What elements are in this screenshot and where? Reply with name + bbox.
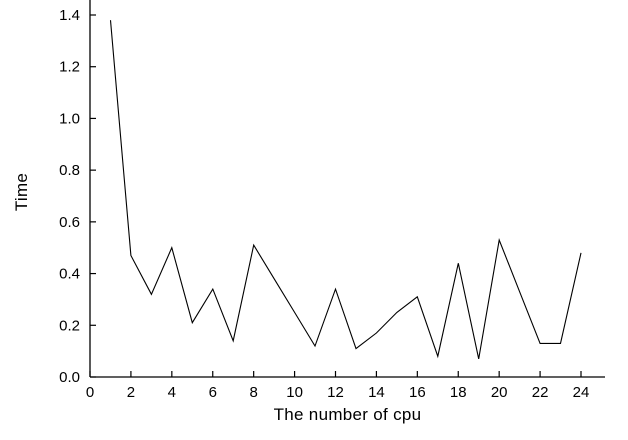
x-tick-label: 12 <box>327 384 344 401</box>
x-tick-label: 8 <box>249 384 257 401</box>
time-vs-cpu-line <box>109 20 582 360</box>
tick-labels: 0 2 4 6 8 10 12 14 16 18 20 22 240.00.20.40.60.81.01… <box>59 7 589 401</box>
x-tick-label: 16 <box>409 384 426 401</box>
y-tick-label: 0.8 <box>59 162 80 179</box>
x-tick-label: 10 <box>286 384 303 401</box>
x-tick-label: 18 <box>450 384 467 401</box>
y-tick-label: 0.0 <box>59 369 80 386</box>
x-tick-label: 0 <box>86 384 94 401</box>
y-tick-label: 0.6 <box>59 214 80 231</box>
x-tick-label: 22 <box>532 384 549 401</box>
x-tick-label: 14 <box>368 384 385 401</box>
axes <box>89 0 605 378</box>
x-tick-label: 24 <box>573 384 590 401</box>
x-tick-label: 20 <box>491 384 508 401</box>
x-tick-label: 4 <box>168 384 176 401</box>
x-tick-label: 6 <box>209 384 217 401</box>
data-series <box>109 20 582 360</box>
y-tick-label: 1.2 <box>59 59 80 76</box>
y-tick-label: 1.4 <box>59 7 80 24</box>
x-tick-label: 2 <box>127 384 135 401</box>
y-axis-label: Time <box>12 172 31 212</box>
x-axis-label: The number of cpu <box>273 405 422 424</box>
y-tick-label: 1.0 <box>59 110 80 127</box>
y-tick-label: 0.4 <box>59 266 80 283</box>
tick-marks <box>89 14 582 378</box>
y-tick-label: 0.2 <box>59 317 80 334</box>
